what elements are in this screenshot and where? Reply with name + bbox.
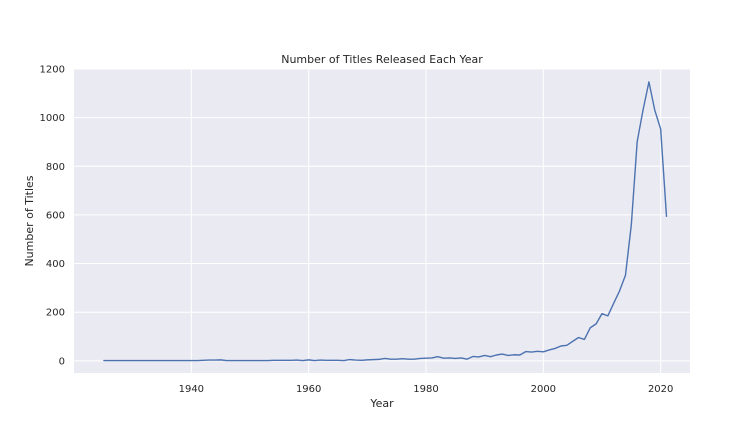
y-tick-label: 200 [46, 308, 65, 319]
y-tick-label: 1200 [40, 65, 65, 76]
y-tick-label: 1000 [40, 113, 65, 124]
y-tick-label: 800 [46, 162, 65, 173]
data-layer [103, 81, 668, 362]
x-axis-ticks: 1940 1960 1980 2000 2020 [179, 384, 674, 395]
y-tick-label: 0 [59, 356, 65, 367]
y-axis-title: Number of Titles [23, 175, 36, 266]
x-tick-label: 1960 [296, 384, 321, 395]
x-tick-label: 2020 [648, 384, 673, 395]
chart-title: Number of Titles Released Each Year [281, 53, 483, 66]
plot-background [74, 69, 690, 373]
series-line [103, 81, 668, 362]
y-tick-label: 600 [46, 210, 65, 221]
x-tick-label: 1980 [413, 384, 438, 395]
x-tick-label: 1940 [179, 384, 204, 395]
y-tick-label: 400 [46, 259, 65, 270]
x-tick-label: 2000 [531, 384, 556, 395]
x-axis-title: Year [369, 397, 394, 410]
y-axis-ticks: 0 200 400 600 800 1000 1200 [40, 65, 65, 368]
